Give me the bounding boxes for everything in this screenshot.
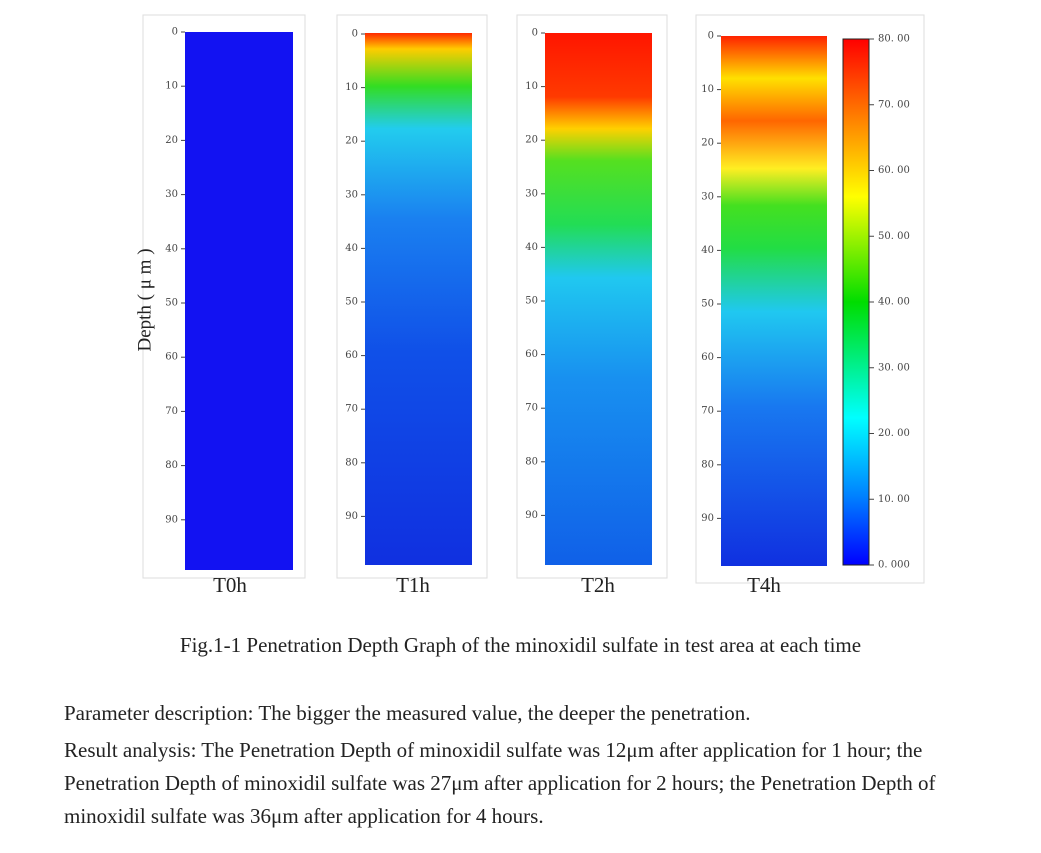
paragraph: Parameter description: The bigger the me… bbox=[64, 701, 751, 725]
colorbar-label: 0. 000 bbox=[878, 560, 910, 571]
tick-label: 10 bbox=[165, 81, 178, 92]
panel-label: T1h bbox=[396, 573, 430, 597]
colorbar-label: 30. 00 bbox=[878, 362, 910, 373]
tick-label: 90 bbox=[525, 510, 538, 521]
tick-label: 70 bbox=[165, 406, 178, 417]
tick-label: 60 bbox=[165, 352, 178, 363]
colorbar-label: 10. 00 bbox=[878, 494, 910, 505]
caption: Fig.1-1 Penetration Depth Graph of the m… bbox=[179, 633, 862, 657]
tick-label: 40 bbox=[345, 243, 358, 254]
tick-label: 50 bbox=[165, 298, 178, 309]
panel-frame bbox=[516, 14, 668, 579]
colorbar-label: 20. 00 bbox=[878, 428, 910, 439]
colorbar-label: 70. 00 bbox=[878, 99, 910, 110]
panel-frame bbox=[695, 14, 925, 584]
tick-label: 0 bbox=[532, 28, 538, 39]
tick-label: 70 bbox=[345, 404, 358, 415]
tick-label: 30 bbox=[165, 189, 178, 200]
paragraph: Result analysis: The Penetration Depth o… bbox=[64, 738, 936, 828]
tick-label: 40 bbox=[165, 243, 178, 254]
tick-label: 60 bbox=[701, 352, 714, 363]
heatmap bbox=[185, 32, 293, 570]
colorbar-label: 80. 00 bbox=[878, 34, 910, 45]
colorbar-label: 50. 00 bbox=[878, 231, 910, 242]
tick-label: 60 bbox=[525, 349, 538, 360]
panel-frame bbox=[336, 14, 488, 579]
panel-frame bbox=[142, 14, 306, 579]
colorbar-label: 60. 00 bbox=[878, 165, 910, 176]
tick-label: 10 bbox=[345, 82, 358, 93]
tick-label: 20 bbox=[165, 135, 178, 146]
tick-label: 0 bbox=[172, 27, 178, 38]
tick-label: 20 bbox=[525, 135, 538, 146]
tick-label: 70 bbox=[525, 403, 538, 414]
tick-label: 20 bbox=[345, 136, 358, 147]
tick-label: 90 bbox=[701, 513, 714, 524]
tick-label: 50 bbox=[525, 296, 538, 307]
tick-label: 40 bbox=[525, 242, 538, 253]
tick-label: 40 bbox=[701, 245, 714, 256]
y-axis-label: Depth ( μ m ) bbox=[134, 248, 155, 351]
tick-label: 90 bbox=[165, 514, 178, 525]
panel-label: T4h bbox=[747, 573, 781, 597]
tick-label: 60 bbox=[345, 350, 358, 361]
tick-label: 0 bbox=[352, 29, 358, 40]
colorbar-label: 40. 00 bbox=[878, 297, 910, 308]
tick-label: 80 bbox=[701, 459, 714, 470]
tick-label: 30 bbox=[525, 188, 538, 199]
tick-label: 80 bbox=[165, 460, 178, 471]
tick-label: 20 bbox=[701, 138, 714, 149]
tick-label: 30 bbox=[701, 191, 714, 202]
tick-label: 50 bbox=[701, 299, 714, 310]
colorbar bbox=[842, 38, 870, 566]
figure: Depth ( μ m ) 0 10 20 30 40 50 60 70 80 90 T0h 0 10 2… bbox=[134, 14, 925, 597]
tick-label: 90 bbox=[345, 511, 358, 522]
tick-label: 50 bbox=[345, 297, 358, 308]
panel-label: T0h bbox=[213, 573, 247, 597]
heatmap bbox=[365, 33, 472, 565]
tick-label: 30 bbox=[345, 189, 358, 200]
tick-label: 80 bbox=[525, 456, 538, 467]
tick-label: 70 bbox=[701, 406, 714, 417]
panel-label: T2h bbox=[581, 573, 615, 597]
heatmap bbox=[721, 36, 827, 566]
tick-label: 10 bbox=[701, 84, 714, 95]
tick-label: 80 bbox=[345, 457, 358, 468]
tick-label: 0 bbox=[708, 31, 714, 42]
heatmap bbox=[545, 33, 652, 565]
tick-label: 10 bbox=[525, 81, 538, 92]
